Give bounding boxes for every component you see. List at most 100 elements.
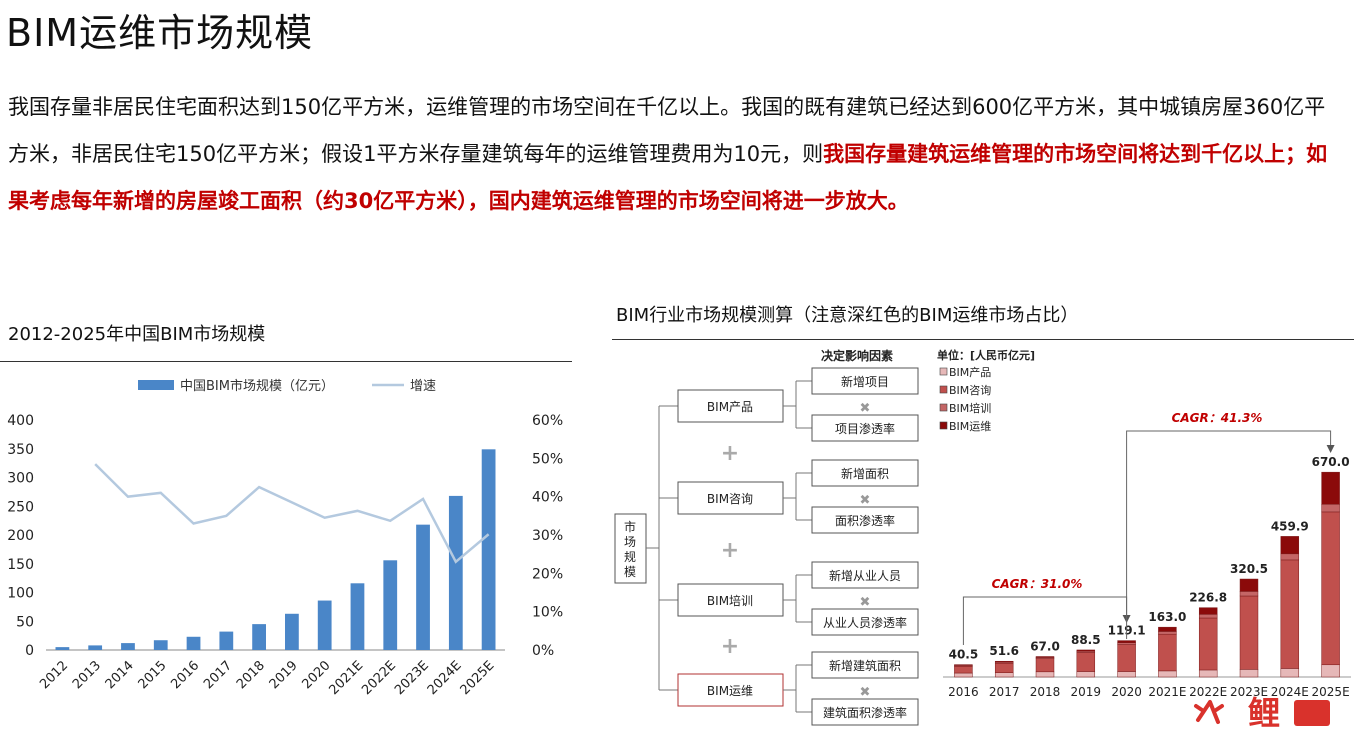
x-tick-label: 2024E [1271,685,1309,699]
bar [285,613,299,650]
x-tick-label: 2016 [948,685,979,699]
stack-segment [954,666,973,674]
factor-label: 面积渗透率 [835,513,895,528]
factor-box [811,367,919,395]
stack-segment [1117,671,1136,678]
legend-bar-label: 中国BIM市场规模（亿元） [180,378,334,394]
factor-label: 建筑面积渗透率 [823,705,907,720]
factor-label: 从业人员渗透率 [823,615,907,630]
paragraph-highlight: 我国存量建筑运维管理的市场空间将达到千亿以上；如果考虑每年新增的房屋竣工面积（约… [8,142,1328,213]
x-tick-label: 2018 [1030,685,1061,699]
stack-segment [1035,658,1055,673]
cagr-arrow-2 [1126,430,1332,639]
stack-segment [1117,640,1136,644]
stack-segment [994,662,1014,673]
left-tick-label: 400 [7,413,34,429]
times-icon: ✖ [860,685,871,700]
stack-segment [1239,591,1259,597]
factor-label: 新增从业人员 [829,568,901,583]
x-tick-label: 2025E [458,658,498,698]
legend-label: BIM产品 [949,365,991,379]
bar [350,583,365,650]
bar [383,560,398,650]
bar [481,449,496,650]
stack-segment [954,672,973,678]
bar [55,647,70,650]
legend-swatch [939,403,948,412]
plus-icon: + [721,441,739,466]
stack-segment [1239,669,1259,678]
times-icon: ✖ [860,401,871,416]
left-tick-label: 100 [7,586,34,602]
fire-icon [1194,700,1224,724]
fish-icon [1294,700,1330,726]
total-label: 670.0 [1312,455,1350,469]
left-tick-label: 150 [7,557,34,573]
plus-icon: + [721,538,739,563]
intro-paragraph: 我国存量非居民住宅面积达到150亿平方米，运维管理的市场空间在千亿以上。我国的既… [8,84,1338,225]
x-tick-label: 2022E [359,658,399,698]
group-label: BIM咨询 [707,491,753,506]
plus-icon: + [721,634,739,659]
stack-segment [1076,671,1096,678]
stack-segment [1198,617,1218,671]
factor-box [811,414,919,442]
bar [317,600,332,650]
left-chart-title: 2012-2025年中国BIM市场规模 [8,324,266,345]
growth-line [94,463,490,564]
stack-segment [1158,626,1177,632]
paragraph-normal: 我国存量非居民住宅面积达到150亿平方米，运维管理的市场空间在千亿以上。我国的既… [8,95,1326,166]
stack-segment [1198,669,1218,678]
stack-segment [1076,652,1096,672]
left-tick-label: 50 [16,614,34,630]
x-tick-label: 2020 [1111,685,1142,699]
total-label: 320.5 [1230,562,1268,576]
total-label: 51.6 [989,644,1019,658]
watermark-logo: 鲤 [1194,694,1330,732]
stack-segment [1280,553,1300,561]
x-tick-label: 2012 [37,658,71,692]
cagr-label-1: CAGR：31.0% [992,577,1083,591]
stack-segment [1158,670,1177,678]
left-tick-label: 200 [7,528,34,544]
total-label: 459.9 [1271,519,1309,533]
bar [252,624,266,650]
bar [88,645,103,650]
stack-segment [1158,631,1177,635]
group-label: BIM培训 [707,593,753,608]
factor-label: 项目渗透率 [835,421,895,436]
right-tick-label: 30% [532,528,563,544]
bar [219,631,234,650]
left-tick-label: 0 [25,643,34,659]
legend-swatch [939,421,948,430]
right-tick-label: 0% [532,643,554,659]
stack-segment [1117,644,1136,672]
stack-segment [1321,664,1340,678]
x-tick-label: 2015 [136,658,170,692]
total-label: 40.5 [949,648,979,662]
legend-bar-swatch [138,380,174,390]
stack-segment [1321,511,1340,666]
stack-segment [994,672,1014,678]
factor-label: 新增项目 [841,374,889,389]
root-char: 市 [624,519,636,534]
x-tick-label: 2025E [1312,685,1350,699]
root-char: 模 [624,565,636,579]
root-char: 规 [624,549,636,564]
x-tick-label: 2019 [267,658,301,692]
total-label: 88.5 [1071,633,1101,647]
group-label: BIM运维 [707,684,753,698]
stack-segment [1198,614,1218,619]
bar [153,640,168,650]
bim-industry-estimate-chart: 单位：[人民币亿元] BIM产品 BIM咨询 BIM培训 BIM运维 40.5 2016 51… [937,348,1351,699]
x-tick-label: 2017 [201,658,235,692]
factor-box [811,608,919,636]
page-title: BIM运维市场规模 [6,11,314,55]
left-tick-label: 350 [7,442,34,458]
right-tick-label: 50% [532,451,563,467]
right-tick-label: 10% [532,605,563,621]
factor-header: 决定影响因素 [821,348,893,363]
total-label: 163.0 [1148,610,1186,624]
stack-segment [994,660,1014,663]
group-label: BIM产品 [707,400,753,414]
